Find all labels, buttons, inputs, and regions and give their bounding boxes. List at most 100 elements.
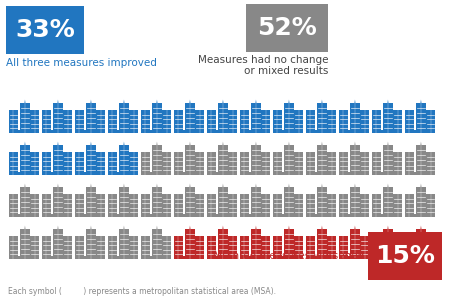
Bar xyxy=(393,110,402,133)
Bar xyxy=(427,152,435,175)
Bar xyxy=(142,172,170,175)
Bar xyxy=(307,130,335,133)
Bar xyxy=(373,130,401,133)
Polygon shape xyxy=(157,142,158,145)
Polygon shape xyxy=(288,142,289,145)
Polygon shape xyxy=(222,142,224,145)
Bar xyxy=(406,214,434,217)
Bar xyxy=(229,152,237,175)
Bar xyxy=(241,214,269,217)
Bar xyxy=(10,214,38,217)
Bar xyxy=(20,145,30,175)
Polygon shape xyxy=(355,100,356,103)
Bar xyxy=(340,130,368,133)
Bar xyxy=(152,145,162,175)
Bar xyxy=(31,110,39,133)
Bar xyxy=(405,236,414,259)
Bar xyxy=(405,152,414,175)
Bar xyxy=(240,110,248,133)
Text: 33%: 33% xyxy=(15,18,75,42)
Bar xyxy=(393,152,402,175)
Bar xyxy=(63,236,72,259)
Bar xyxy=(76,214,104,217)
Bar xyxy=(427,110,435,133)
Bar xyxy=(373,172,401,175)
Bar xyxy=(53,103,63,133)
Bar xyxy=(108,152,117,175)
Polygon shape xyxy=(420,226,422,229)
Bar xyxy=(261,236,270,259)
Bar xyxy=(284,145,294,175)
Bar xyxy=(274,172,302,175)
Bar xyxy=(306,110,315,133)
Polygon shape xyxy=(90,100,91,103)
Text: 15%: 15% xyxy=(375,244,435,268)
Bar xyxy=(339,236,347,259)
Bar xyxy=(96,110,105,133)
Bar xyxy=(142,130,170,133)
Bar xyxy=(406,130,434,133)
Bar xyxy=(372,236,381,259)
Bar xyxy=(195,110,204,133)
Bar xyxy=(162,152,171,175)
Bar xyxy=(261,194,270,217)
Bar xyxy=(273,194,282,217)
Bar xyxy=(350,103,360,133)
Bar xyxy=(109,214,137,217)
Bar xyxy=(241,172,269,175)
Bar xyxy=(86,187,96,217)
Bar xyxy=(10,172,38,175)
Bar xyxy=(208,172,236,175)
Bar xyxy=(130,110,138,133)
Bar xyxy=(152,229,162,259)
Bar xyxy=(393,236,402,259)
Bar xyxy=(9,152,18,175)
Bar xyxy=(246,4,328,52)
Bar xyxy=(339,152,347,175)
Polygon shape xyxy=(189,100,190,103)
Bar xyxy=(240,152,248,175)
Polygon shape xyxy=(90,226,91,229)
Polygon shape xyxy=(189,226,190,229)
Polygon shape xyxy=(355,184,356,187)
Bar xyxy=(251,229,261,259)
Bar xyxy=(274,130,302,133)
Bar xyxy=(195,236,204,259)
Polygon shape xyxy=(387,142,388,145)
Bar xyxy=(10,130,38,133)
Bar xyxy=(130,194,138,217)
Polygon shape xyxy=(420,100,422,103)
Bar xyxy=(360,194,369,217)
Bar xyxy=(174,110,183,133)
Bar xyxy=(372,194,381,217)
Bar xyxy=(207,152,216,175)
Bar xyxy=(274,214,302,217)
Bar xyxy=(175,214,203,217)
Bar xyxy=(86,145,96,175)
Bar xyxy=(175,172,203,175)
Polygon shape xyxy=(387,100,388,103)
Bar xyxy=(119,187,129,217)
Bar xyxy=(229,110,237,133)
Polygon shape xyxy=(222,184,224,187)
Bar xyxy=(185,145,195,175)
Bar xyxy=(251,103,261,133)
Polygon shape xyxy=(420,142,422,145)
Bar xyxy=(284,187,294,217)
Bar xyxy=(152,187,162,217)
Bar xyxy=(339,110,347,133)
Bar xyxy=(229,236,237,259)
Bar xyxy=(218,103,228,133)
Polygon shape xyxy=(123,184,125,187)
Bar xyxy=(373,214,401,217)
Text: All three measures improved: All three measures improved xyxy=(6,58,157,68)
Bar xyxy=(86,103,96,133)
Bar xyxy=(108,236,117,259)
Bar xyxy=(328,236,336,259)
Polygon shape xyxy=(24,184,26,187)
Bar xyxy=(350,187,360,217)
Polygon shape xyxy=(420,184,422,187)
Polygon shape xyxy=(123,142,125,145)
Bar xyxy=(75,152,84,175)
Bar xyxy=(9,110,18,133)
